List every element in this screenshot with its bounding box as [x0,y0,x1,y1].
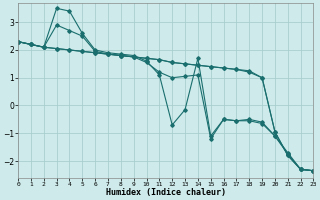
X-axis label: Humidex (Indice chaleur): Humidex (Indice chaleur) [106,188,226,197]
